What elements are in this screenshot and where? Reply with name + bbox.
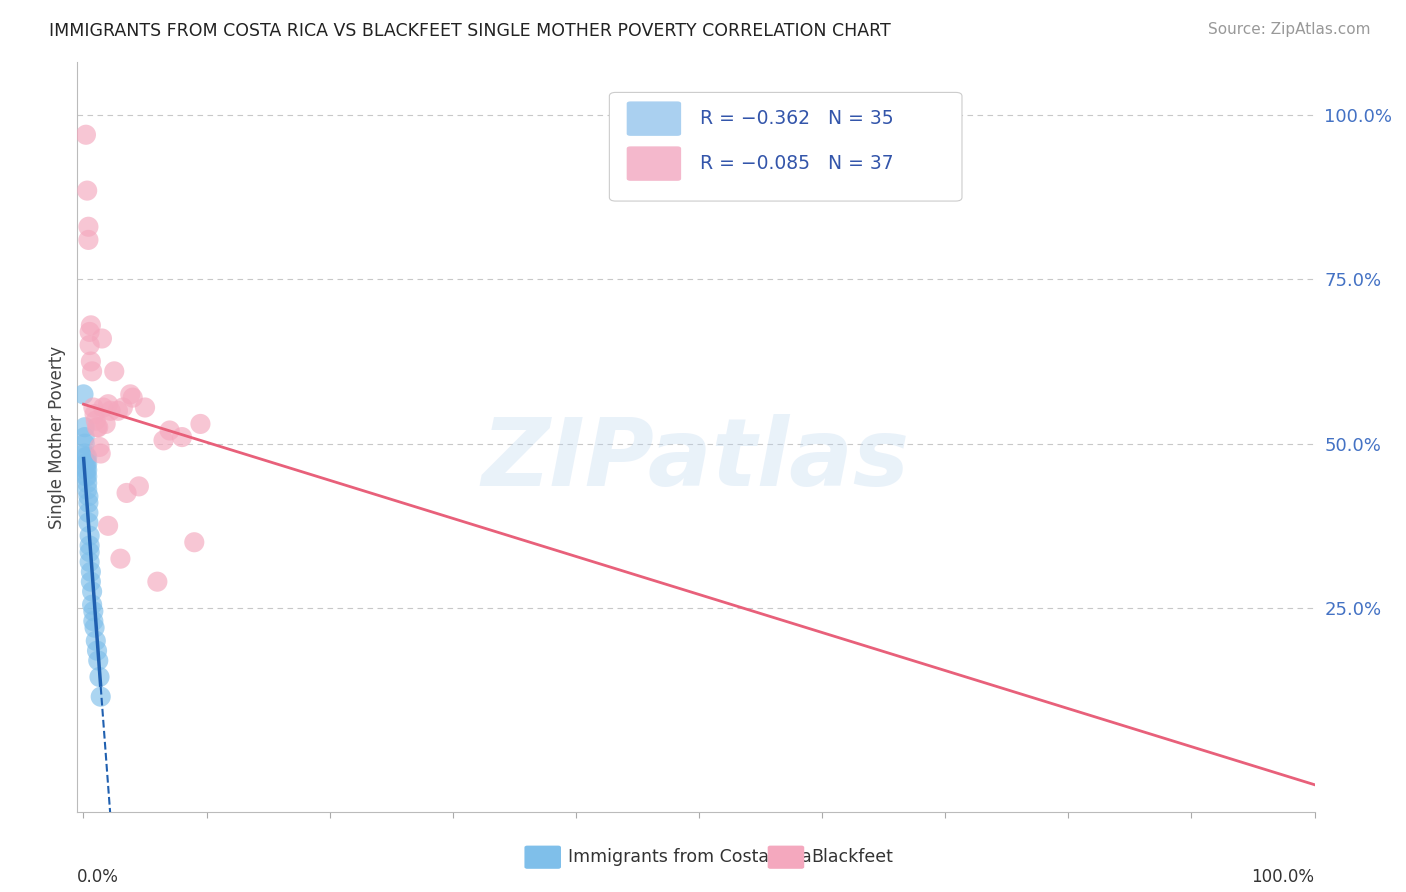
Point xyxy=(75,456,97,470)
Point xyxy=(146,574,169,589)
Text: Source: ZipAtlas.com: Source: ZipAtlas.com xyxy=(1208,22,1371,37)
Point xyxy=(103,364,125,378)
Point xyxy=(152,434,174,448)
Point xyxy=(76,469,98,483)
Point xyxy=(75,463,97,477)
Text: Blackfeet: Blackfeet xyxy=(811,848,893,866)
FancyBboxPatch shape xyxy=(627,146,681,181)
Point xyxy=(91,401,114,415)
Point xyxy=(87,420,110,434)
Point xyxy=(97,397,120,411)
Point xyxy=(76,450,98,464)
Point xyxy=(89,670,111,684)
Point xyxy=(77,489,100,503)
Point xyxy=(75,469,97,483)
Point xyxy=(120,387,142,401)
Point xyxy=(79,539,101,553)
Point xyxy=(79,338,101,352)
Point xyxy=(82,364,104,378)
FancyBboxPatch shape xyxy=(609,93,962,201)
Point xyxy=(77,233,100,247)
Point xyxy=(76,184,98,198)
Point xyxy=(82,584,104,599)
Point xyxy=(110,551,132,566)
Point xyxy=(75,450,97,464)
Point xyxy=(90,690,112,704)
Point xyxy=(91,331,114,345)
Point xyxy=(79,545,101,559)
Text: ZIPatlas: ZIPatlas xyxy=(482,414,910,506)
Point xyxy=(89,440,111,454)
Text: IMMIGRANTS FROM COSTA RICA VS BLACKFEET SINGLE MOTHER POVERTY CORRELATION CHART: IMMIGRANTS FROM COSTA RICA VS BLACKFEET … xyxy=(49,22,891,40)
Point xyxy=(128,479,150,493)
Point xyxy=(86,643,108,657)
Point xyxy=(170,430,193,444)
Text: Immigrants from Costa Rica: Immigrants from Costa Rica xyxy=(568,848,811,866)
Point xyxy=(77,496,100,510)
Point xyxy=(80,565,103,579)
Point xyxy=(82,604,104,618)
Point xyxy=(183,535,205,549)
Text: 0.0%: 0.0% xyxy=(77,868,120,886)
Point xyxy=(97,518,120,533)
Point xyxy=(73,430,96,444)
Point xyxy=(76,483,98,497)
Point xyxy=(100,404,122,418)
Text: R = −0.362   N = 35: R = −0.362 N = 35 xyxy=(700,109,893,128)
Point xyxy=(190,417,212,431)
Point xyxy=(75,128,97,142)
Point xyxy=(121,391,143,405)
Text: 100.0%: 100.0% xyxy=(1251,868,1315,886)
Point xyxy=(107,404,129,418)
Point xyxy=(76,463,98,477)
Point xyxy=(115,486,138,500)
Point xyxy=(79,325,101,339)
Point xyxy=(159,424,181,438)
Point xyxy=(82,401,104,415)
Point xyxy=(94,417,117,431)
Point xyxy=(72,387,94,401)
Point xyxy=(73,446,96,460)
Point xyxy=(134,401,156,415)
Point xyxy=(80,318,103,333)
Point xyxy=(87,654,110,668)
FancyBboxPatch shape xyxy=(627,102,681,136)
Point xyxy=(84,633,107,648)
Point xyxy=(80,574,103,589)
Point xyxy=(73,420,96,434)
Point xyxy=(73,436,96,450)
Point xyxy=(111,401,134,415)
Point xyxy=(80,354,103,368)
Point xyxy=(82,614,104,628)
Point xyxy=(76,456,98,470)
Text: R = −0.085   N = 37: R = −0.085 N = 37 xyxy=(700,154,893,173)
Point xyxy=(77,506,100,520)
Point xyxy=(83,621,105,635)
Point xyxy=(79,529,101,543)
Point xyxy=(82,598,104,612)
Point xyxy=(77,219,100,234)
Point xyxy=(76,476,98,491)
Point xyxy=(77,516,100,530)
Y-axis label: Single Mother Poverty: Single Mother Poverty xyxy=(48,345,66,529)
Point xyxy=(84,414,107,428)
Point xyxy=(86,420,108,434)
Point xyxy=(90,446,112,460)
Point xyxy=(83,407,105,421)
Point xyxy=(79,555,101,569)
